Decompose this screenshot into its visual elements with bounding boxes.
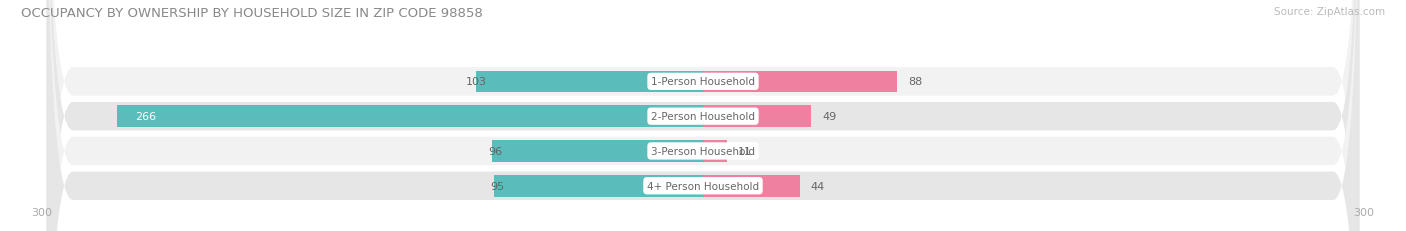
Text: OCCUPANCY BY OWNERSHIP BY HOUSEHOLD SIZE IN ZIP CODE 98858: OCCUPANCY BY OWNERSHIP BY HOUSEHOLD SIZE…	[21, 7, 482, 20]
FancyBboxPatch shape	[46, 0, 1360, 231]
Bar	[492, 140, 703, 162]
Text: 44: 44	[811, 181, 825, 191]
FancyBboxPatch shape	[46, 0, 1360, 231]
Text: 103: 103	[467, 77, 486, 87]
Text: 266: 266	[135, 112, 156, 122]
Bar	[703, 106, 811, 128]
Bar	[703, 140, 727, 162]
Bar	[477, 71, 703, 93]
Text: 3-Person Household: 3-Person Household	[651, 146, 755, 156]
Text: 88: 88	[908, 77, 922, 87]
Text: 49: 49	[823, 112, 837, 122]
Text: 4+ Person Household: 4+ Person Household	[647, 181, 759, 191]
Text: 95: 95	[491, 181, 505, 191]
Text: 11: 11	[738, 146, 752, 156]
Text: 1-Person Household: 1-Person Household	[651, 77, 755, 87]
Bar	[703, 71, 897, 93]
FancyBboxPatch shape	[46, 0, 1360, 231]
Bar	[494, 175, 703, 197]
Text: Source: ZipAtlas.com: Source: ZipAtlas.com	[1274, 7, 1385, 17]
Bar	[117, 106, 703, 128]
FancyBboxPatch shape	[46, 0, 1360, 231]
Text: 96: 96	[488, 146, 502, 156]
Bar	[703, 175, 800, 197]
Text: 2-Person Household: 2-Person Household	[651, 112, 755, 122]
